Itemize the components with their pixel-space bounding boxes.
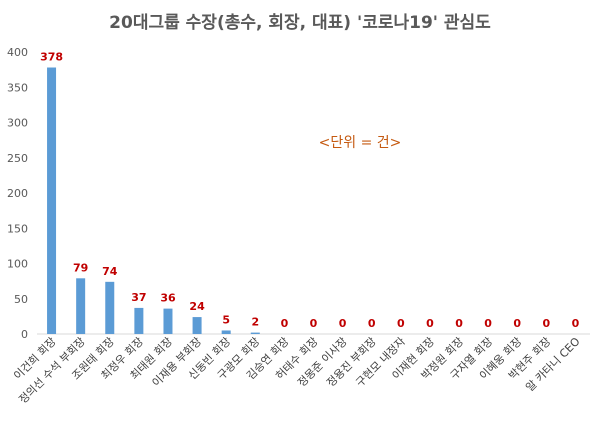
y-tick-label: 350 <box>7 81 28 94</box>
data-label: 2 <box>251 316 259 329</box>
data-label: 0 <box>543 317 551 330</box>
y-tick-label: 0 <box>21 328 28 341</box>
bar <box>163 308 173 334</box>
data-label: 79 <box>73 261 88 274</box>
y-axis: 0 50 100 150 200 250 300 350 400 <box>7 46 28 341</box>
y-tick-label: 150 <box>7 222 28 235</box>
y-tick-label: 100 <box>7 258 28 271</box>
data-label: 378 <box>40 51 63 64</box>
data-label: 0 <box>281 317 289 330</box>
y-tick-label: 200 <box>7 187 28 200</box>
bar-series <box>47 67 260 334</box>
data-label: 0 <box>484 317 492 330</box>
bar <box>105 281 115 334</box>
data-label: 0 <box>513 317 521 330</box>
bar <box>134 307 144 334</box>
data-label: 24 <box>189 300 205 313</box>
y-tick-label: 50 <box>14 293 28 306</box>
data-label: 0 <box>310 317 318 330</box>
bar <box>221 330 231 334</box>
chart-title: 20대그룹 수장(총수, 회장, 대표) '코로나19' 관심도 <box>109 13 491 33</box>
bar <box>192 317 202 334</box>
data-label: 0 <box>426 317 434 330</box>
bar <box>250 332 260 334</box>
unit-annotation: <단위 = 건> <box>319 135 402 151</box>
bar <box>76 278 86 334</box>
data-label: 0 <box>455 317 463 330</box>
y-tick-label: 250 <box>7 152 28 165</box>
data-label: 0 <box>397 317 405 330</box>
data-label: 0 <box>572 317 580 330</box>
bar <box>47 67 57 334</box>
y-tick-label: 400 <box>7 46 28 59</box>
data-label: 5 <box>222 313 230 326</box>
data-label: 0 <box>368 317 376 330</box>
data-label: 36 <box>160 292 176 305</box>
data-label: 0 <box>339 317 347 330</box>
y-tick-label: 300 <box>7 117 28 130</box>
data-labels: 378 79 74 37 36 24 5 2 0 0 0 0 0 0 0 0 0 0 0 <box>40 51 580 330</box>
data-label: 74 <box>102 265 118 278</box>
data-label: 37 <box>131 291 146 304</box>
